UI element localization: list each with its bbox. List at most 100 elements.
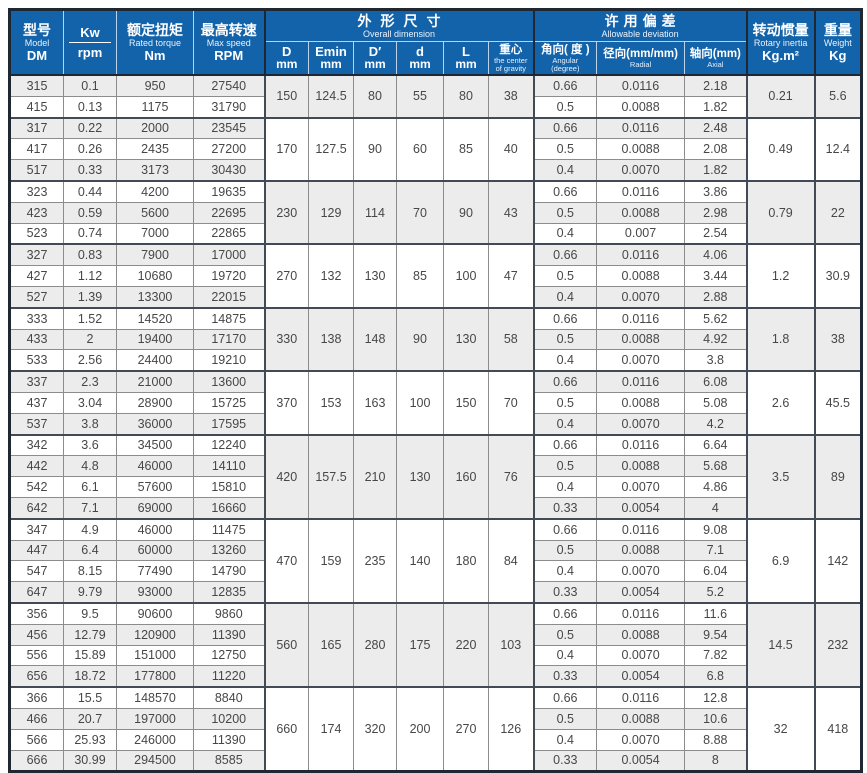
kw-cell: 20.7 [63, 707, 117, 730]
table-row: 427 1.12 10680 19720 0.5 0.0088 3.44 [9, 265, 862, 287]
dim-D-cell: 370 [263, 370, 309, 436]
table-row: 466 20.7 197000 10200 0.5 0.0088 10.6 [9, 707, 862, 730]
torque-cell: 60000 [116, 539, 194, 562]
dim-L-cell: 130 [443, 306, 489, 372]
col-header-rotary-inertia: 转动惯量 Rotary inertia Kg.m² [745, 9, 816, 76]
kw-cell: 2.3 [63, 370, 117, 393]
speed-cell: 11390 [193, 728, 265, 751]
speed-cell: 19635 [193, 179, 265, 203]
axial-cell: 1.82 [684, 95, 748, 119]
kw-cell: 1.52 [63, 306, 117, 330]
gravity-cell: 76 [487, 433, 535, 520]
dim-d-cell: 90 [396, 306, 444, 372]
torque-cell: 69000 [116, 496, 194, 520]
dim-L-cell: 100 [443, 243, 489, 309]
torque-cell: 177800 [116, 665, 194, 688]
model-cell: 342 [9, 433, 64, 457]
speed-cell: 30430 [193, 159, 265, 182]
dim-L-cell: 160 [443, 433, 489, 520]
torque-cell: 2000 [116, 116, 194, 140]
torque-cell: 28900 [116, 391, 194, 414]
angular-cell: 0.5 [532, 707, 598, 730]
speed-cell: 13600 [193, 370, 265, 393]
table-row: 423 0.59 5600 22695 0.5 0.0088 2.98 [9, 201, 862, 224]
model-cell: 433 [9, 328, 64, 351]
dim-Emin-cell: 159 [308, 517, 354, 604]
model-cell: 642 [9, 496, 64, 520]
axial-cell: 6.8 [684, 665, 748, 688]
torque-cell: 46000 [116, 517, 194, 541]
table-row: 442 4.8 46000 14110 0.5 0.0088 5.68 [9, 455, 862, 478]
inertia-cell: 0.49 [745, 116, 816, 182]
table-row: 347 4.9 46000 11475 470 159 235 140 180 84 0.66 0.0… [9, 517, 863, 604]
model-cell: 456 [9, 623, 64, 646]
model-en: Model [24, 37, 50, 48]
gravity-cell: 103 [487, 601, 535, 688]
kw-cell: 0.1 [63, 74, 117, 97]
kw-cell: 1.39 [63, 285, 117, 309]
dim-D-prime-cell: 90 [353, 116, 397, 182]
radial-cell: 0.0116 [596, 116, 686, 140]
dim-D-cell: 230 [263, 179, 309, 245]
model-cell: 466 [9, 707, 64, 730]
weight-cell: 38 [813, 306, 863, 372]
axial-cell: 2.54 [684, 222, 748, 245]
kw-label: Kw [80, 25, 100, 40]
axial-cell: 11.6 [684, 601, 748, 625]
model-cell: 533 [9, 349, 64, 372]
gravity-cell: 40 [487, 116, 535, 182]
model-cell: 523 [9, 222, 64, 245]
speed-cell: 9860 [193, 601, 265, 625]
axial-cell: 5.62 [684, 306, 748, 330]
axial-cell: 6.64 [684, 433, 748, 457]
torque-cell: 13300 [116, 285, 194, 309]
speed-cell: 19720 [193, 265, 265, 287]
model-cell: 527 [9, 285, 64, 309]
radial-cell: 0.0116 [596, 601, 686, 625]
speed-cell: 27200 [193, 138, 265, 161]
radial-cell: 0.0116 [596, 370, 686, 393]
gravity-cell: 70 [487, 370, 535, 436]
speed-cell: 22015 [193, 285, 265, 309]
table-row: 415 0.13 1175 31790 0.5 0.0088 1.82 [9, 95, 862, 119]
angular-cell: 0.4 [532, 285, 598, 309]
angular-cell: 0.4 [532, 222, 598, 245]
dim-Emin-cell: 127.5 [308, 116, 354, 182]
kw-cell: 0.44 [63, 179, 117, 203]
weight-cell: 12.4 [813, 116, 863, 182]
axial-cell: 3.44 [684, 265, 748, 287]
angular-cell: 0.5 [532, 95, 598, 119]
angular-cell: 0.4 [532, 159, 598, 182]
inertia-cell: 1.8 [745, 306, 816, 372]
radial-cell: 0.0116 [596, 243, 686, 267]
speed-cell: 27540 [193, 74, 265, 97]
angular-cell: 0.66 [532, 370, 598, 393]
dim-d-cell: 130 [396, 433, 444, 520]
subcol-header-d: d mm [396, 41, 444, 76]
gravity-cell: 43 [487, 179, 535, 245]
dim-L-cell: 90 [443, 179, 489, 245]
kw-cell: 15.5 [63, 686, 117, 709]
axial-cell: 8 [684, 749, 748, 773]
angular-cell: 0.66 [532, 116, 598, 140]
fraction-line [69, 42, 111, 43]
axial-cell: 12.8 [684, 686, 748, 709]
radial-cell: 0.0054 [596, 749, 686, 773]
axial-cell: 7.1 [684, 539, 748, 562]
dim-L-cell: 85 [443, 116, 489, 182]
radial-cell: 0.0070 [596, 644, 686, 667]
angular-cell: 0.5 [532, 265, 598, 287]
table-row: 537 3.8 36000 17595 0.4 0.0070 4.2 [9, 412, 862, 436]
speed-cell: 22865 [193, 222, 265, 245]
angular-cell: 0.4 [532, 349, 598, 372]
speed-cell: 31790 [193, 95, 265, 119]
axial-cell: 10.6 [684, 707, 748, 730]
torque-cell: 7900 [116, 243, 194, 267]
kw-cell: 1.12 [63, 265, 117, 287]
torque-cell: 34500 [116, 433, 194, 457]
table-row: 656 18.72 177800 11220 0.33 0.0054 6.8 [9, 665, 862, 688]
angular-cell: 0.5 [532, 623, 598, 646]
speed-cell: 23545 [193, 116, 265, 140]
dim-Emin-cell: 132 [308, 243, 354, 309]
dim-d-cell: 140 [396, 517, 444, 604]
